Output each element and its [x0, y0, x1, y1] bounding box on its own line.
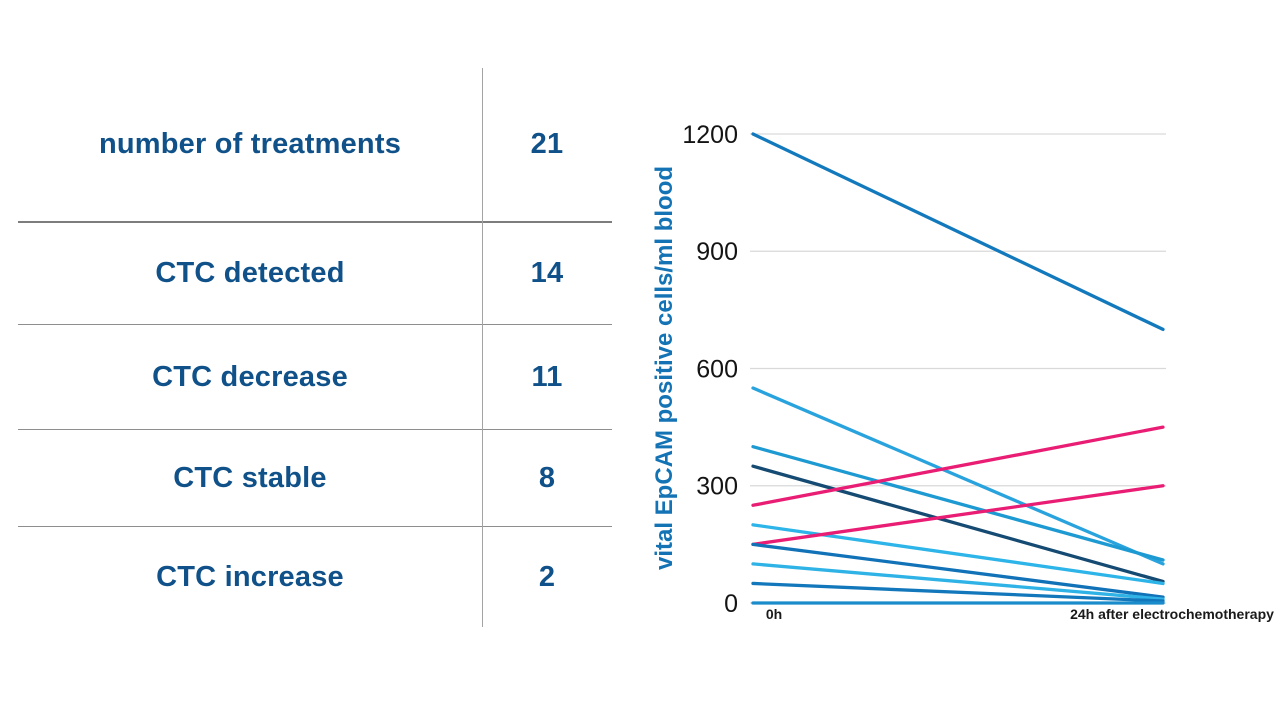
row-value: 14: [530, 257, 564, 289]
table-row: CTC increase 2: [18, 527, 612, 627]
y-tick-label: 0: [724, 590, 738, 618]
row-label: CTC decrease: [152, 360, 348, 393]
row-label: number of treatments: [98, 128, 402, 160]
table-row: CTC detected 14: [18, 223, 612, 325]
row-value: 8: [538, 461, 556, 494]
row-value: 21: [530, 128, 564, 160]
table-row: number of treatments 21: [18, 68, 612, 223]
y-tick-label: 1200: [682, 121, 738, 149]
series-layer: [751, 132, 1165, 605]
table-row: CTC stable 8: [18, 430, 612, 527]
series-line: [751, 386, 1165, 566]
series-line: [751, 523, 1165, 586]
series-line: [751, 464, 1165, 584]
table-row: CTC decrease 11: [18, 325, 612, 430]
series-line: [751, 562, 1165, 601]
x-tick-label-24h: 24h after electrochemotherapy: [1070, 606, 1274, 622]
y-axis-title: vital EpCAM positive cells/ml blood: [651, 166, 678, 570]
series-line: [751, 484, 1165, 547]
ctc-line-chart: 0 300 600 900 1200 0h 24h after electrochemoth…: [651, 121, 1274, 622]
y-tick-label: 300: [696, 473, 738, 501]
table-vertical-divider: [482, 68, 483, 627]
y-tick-label: 900: [696, 238, 738, 266]
series-line: [751, 445, 1165, 562]
row-label: CTC increase: [156, 560, 344, 593]
series-line: [751, 132, 1165, 332]
label-layer: 0 300 600 900 1200 0h 24h after electrochemoth…: [651, 121, 1274, 622]
summary-table: number of treatments 21 CTC detected 14 …: [18, 68, 612, 627]
row-value: 2: [538, 560, 556, 593]
row-label: CTC stable: [173, 461, 327, 494]
x-tick-label-0h: 0h: [766, 606, 782, 622]
series-line: [751, 425, 1165, 507]
row-value: 11: [531, 360, 563, 393]
series-line: [751, 581, 1165, 603]
series-line: [751, 542, 1165, 599]
row-label: CTC detected: [155, 257, 345, 289]
y-tick-label: 600: [696, 355, 738, 383]
